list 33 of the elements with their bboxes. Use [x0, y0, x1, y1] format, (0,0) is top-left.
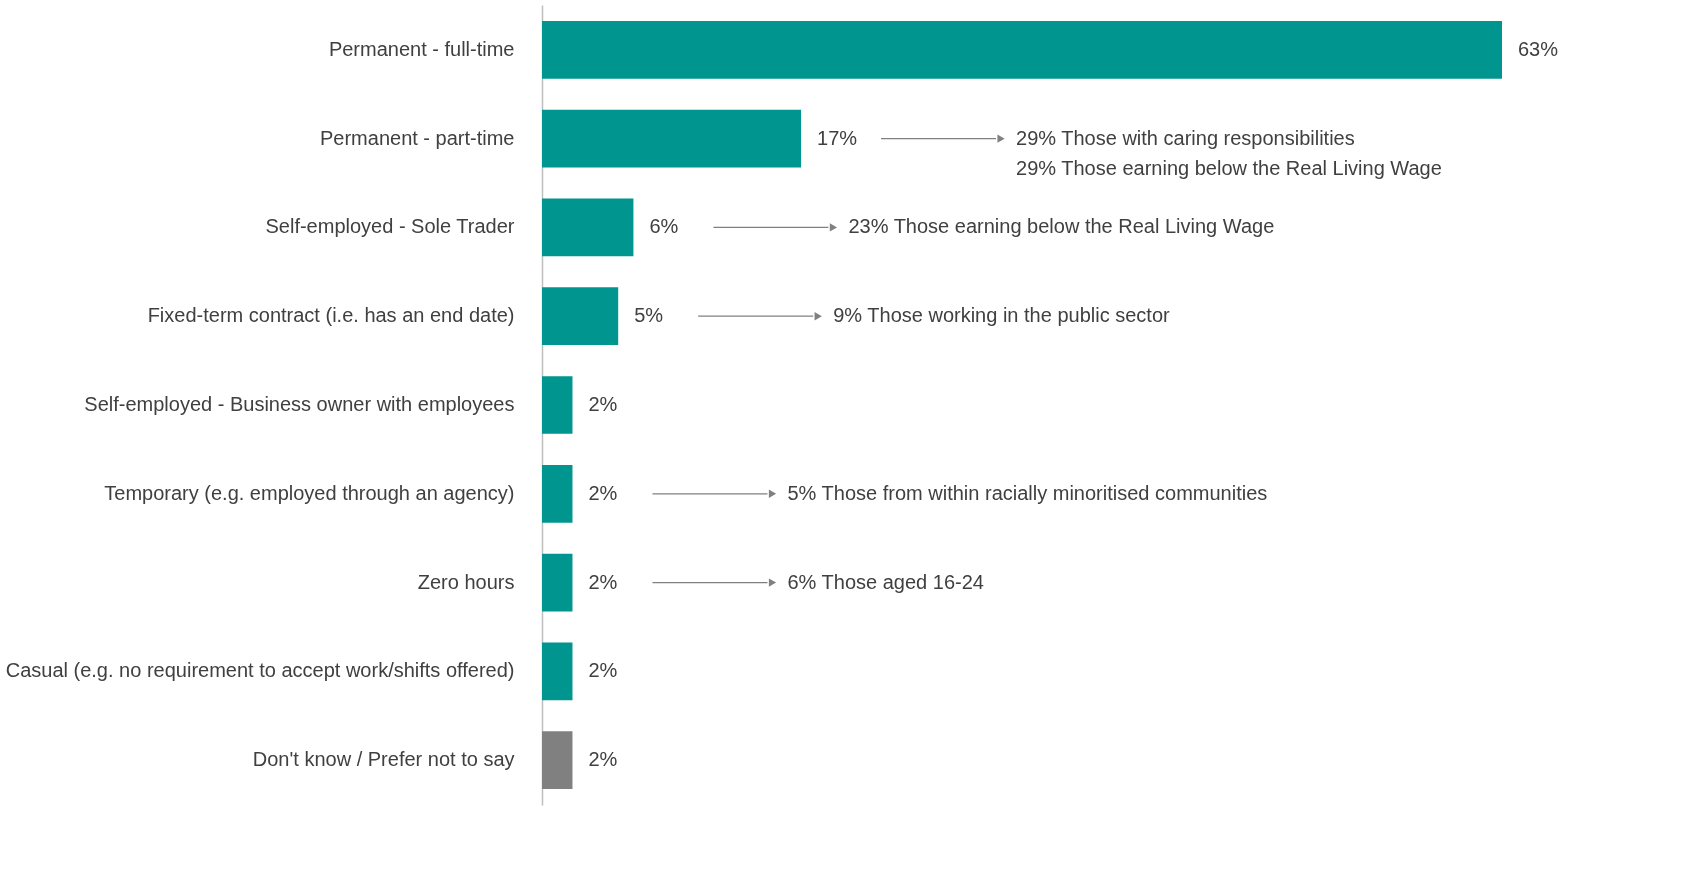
y-tick-label: Self-employed - Business owner with employees [84, 393, 515, 415]
data-label: 2% [588, 393, 618, 415]
y-tick-label: Permanent - part-time [319, 126, 515, 149]
bar [542, 731, 573, 790]
y-tick-label: Fixed-term contract (i.e. has an end date) [147, 304, 515, 327]
bar [542, 287, 619, 346]
annotation: 6% Those aged 16-24 [787, 570, 984, 593]
y-tick-label: Don't know / Prefer not to say [252, 748, 515, 771]
annotation: 9% Those working in the public sector [833, 304, 1170, 327]
y-tick-label: Casual (e.g. no requirement to accept work/shifts offered) [5, 659, 515, 682]
y-tick-label: Self-employed - Sole Trader [265, 215, 515, 238]
data-label: 2% [588, 570, 618, 593]
y-tick-label: Permanent - full-time [328, 37, 515, 60]
annotation: 23% Those earning below the Real Living Wage [848, 215, 1275, 238]
data-label: 63% [1518, 37, 1559, 60]
y-tick-label: Zero hours [417, 570, 515, 593]
bar [542, 642, 573, 701]
bar [542, 109, 802, 168]
data-label: 2% [588, 659, 618, 682]
annotation: 5% Those from within racially minoritised communities [787, 481, 1268, 504]
annotation: 29% Those with caring responsibilities [1016, 126, 1355, 149]
bar [542, 464, 573, 523]
bar [542, 553, 573, 612]
bar [542, 20, 1502, 79]
data-label: 2% [588, 481, 618, 504]
bar [542, 376, 573, 434]
data-label: 6% [649, 215, 679, 238]
y-tick-label: Temporary (e.g. employed through an agency) [104, 481, 515, 504]
annotation: 29% Those earning below the Real Living Wage [1016, 156, 1442, 179]
data-label: 17% [817, 126, 858, 149]
data-label: 2% [588, 748, 618, 771]
data-label: 5% [634, 304, 664, 327]
bar [542, 198, 634, 257]
